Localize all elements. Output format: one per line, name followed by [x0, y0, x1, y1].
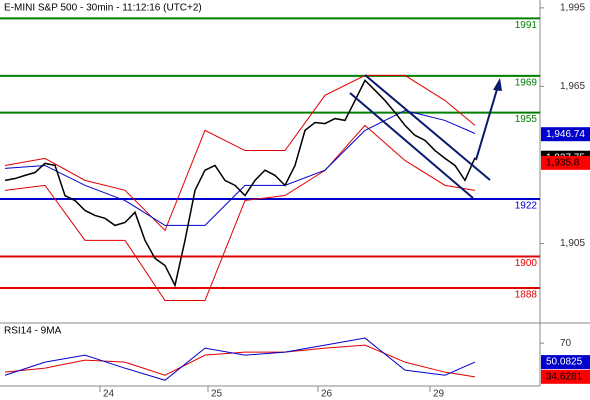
price-marker-label: 1,946.74 — [546, 129, 585, 140]
channel-line — [349, 92, 474, 199]
x-tick-label: 25 — [211, 389, 223, 400]
series-line — [4, 344, 476, 378]
level-label: 1922 — [515, 201, 538, 212]
panel-title: RSI14 - 9MA — [4, 326, 62, 337]
series-line — [4, 109, 476, 226]
y-tick-label: 1,995 — [560, 2, 585, 13]
price-marker — [541, 369, 590, 384]
arrow — [475, 85, 499, 161]
arrow-head — [493, 78, 502, 91]
series-line — [4, 124, 476, 302]
price-marker — [541, 155, 590, 170]
level-label: 1991 — [515, 20, 538, 31]
price-marker-label: 34.6281 — [546, 371, 583, 382]
channel-line — [364, 74, 491, 181]
y-tick-label: 1,905 — [560, 238, 585, 249]
series-line — [4, 337, 476, 381]
y-tick-label: 70 — [560, 338, 572, 349]
level-label: 1969 — [515, 78, 538, 89]
price-marker — [541, 355, 590, 370]
level-label: 1888 — [515, 290, 538, 301]
price-marker-label: 1,935.8 — [546, 157, 580, 168]
x-tick-label: 29 — [433, 389, 445, 400]
price-marker — [541, 127, 590, 142]
series-line — [4, 74, 476, 232]
price-marker-label: 50.0825 — [546, 357, 583, 368]
series-line — [4, 79, 476, 288]
x-tick-label: 26 — [321, 389, 333, 400]
chart-title: E-MINI S&P 500 - 30min - 11:12:16 (UTC+2… — [4, 3, 202, 14]
y-tick-label: 1,965 — [560, 81, 585, 92]
level-label: 1955 — [515, 114, 538, 125]
x-tick-label: 24 — [103, 389, 115, 400]
level-label: 1900 — [515, 258, 538, 269]
